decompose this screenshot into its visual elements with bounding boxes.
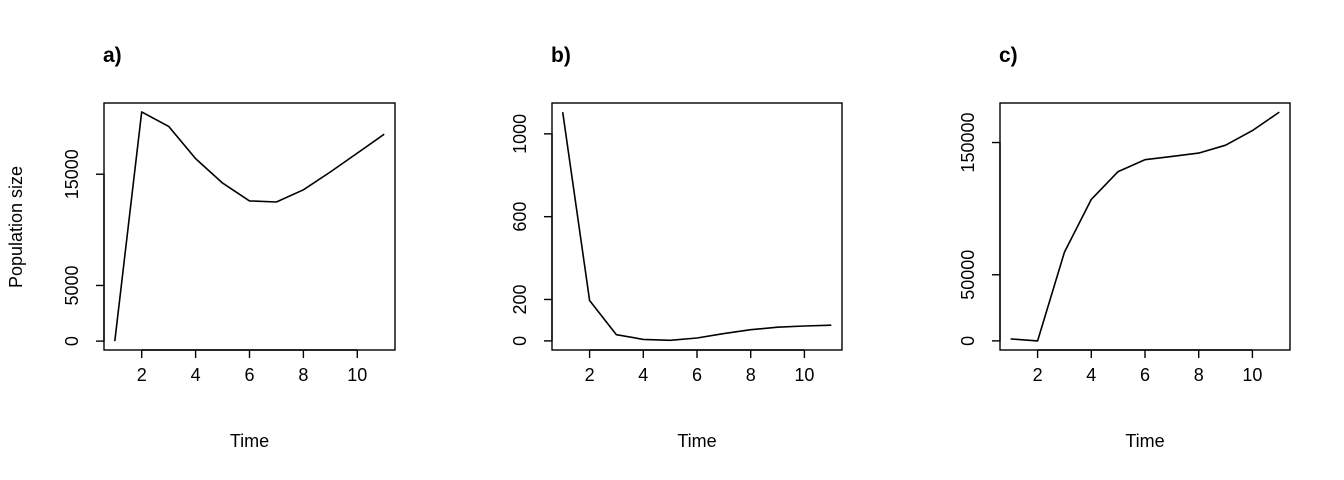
series-line	[114, 111, 385, 342]
series-line	[1010, 111, 1280, 342]
y-tick-label: 15000	[62, 149, 82, 199]
x-tick-label: 6	[244, 365, 254, 385]
panel-a: a) 2 4 6 8 10 0 5000 15000 Time Population siz…	[6, 44, 396, 451]
y-axis: 0 200 600 1000	[510, 114, 553, 346]
y-axis: 0 50000 150000	[958, 112, 1001, 346]
y-tick-label: 1000	[510, 114, 530, 154]
x-tick-label: 4	[1086, 365, 1096, 385]
y-tick-label: 0	[958, 336, 978, 346]
x-tick-label: 8	[298, 365, 308, 385]
y-tick-label: 150000	[958, 112, 978, 172]
x-tick-label: 4	[191, 365, 201, 385]
x-tick-label: 2	[137, 365, 147, 385]
panel-c: c) 2 4 6 8 10 0 50000 150000 Time	[958, 44, 1291, 451]
y-tick-label: 50000	[958, 250, 978, 300]
y-tick-label: 600	[510, 202, 530, 232]
x-axis: 2 4 6 8 10	[137, 349, 367, 385]
x-tick-label: 8	[1194, 365, 1204, 385]
y-tick-label: 200	[510, 284, 530, 314]
x-tick-label: 4	[638, 365, 648, 385]
panel-title: b)	[551, 44, 571, 67]
plot-frame	[999, 102, 1291, 351]
x-tick-label: 2	[1033, 365, 1043, 385]
panel-title: a)	[103, 44, 122, 67]
x-axis-title: Time	[230, 431, 269, 451]
panel-title: c)	[999, 44, 1018, 67]
y-axis: 0 5000 15000	[62, 149, 105, 346]
x-tick-label: 10	[794, 365, 814, 385]
plot-frame	[551, 102, 843, 351]
x-tick-label: 6	[1140, 365, 1150, 385]
x-axis-title: Time	[1125, 431, 1164, 451]
x-tick-label: 8	[746, 365, 756, 385]
plot-frame	[103, 102, 396, 351]
x-tick-label: 10	[347, 365, 367, 385]
y-tick-label: 0	[510, 336, 530, 346]
x-tick-label: 2	[585, 365, 595, 385]
x-axis: 2 4 6 8 10	[1033, 349, 1262, 385]
x-axis: 2 4 6 8 10	[585, 349, 814, 385]
x-axis-title: Time	[677, 431, 716, 451]
y-tick-label: 0	[62, 336, 82, 346]
y-tick-label: 5000	[62, 265, 82, 305]
x-tick-label: 6	[692, 365, 702, 385]
panel-b: b) 2 4 6 8 10 0 200 600 1000 Time	[510, 44, 843, 451]
series-line	[561, 111, 832, 342]
y-axis-title: Population size	[6, 166, 26, 288]
x-tick-label: 10	[1242, 365, 1262, 385]
